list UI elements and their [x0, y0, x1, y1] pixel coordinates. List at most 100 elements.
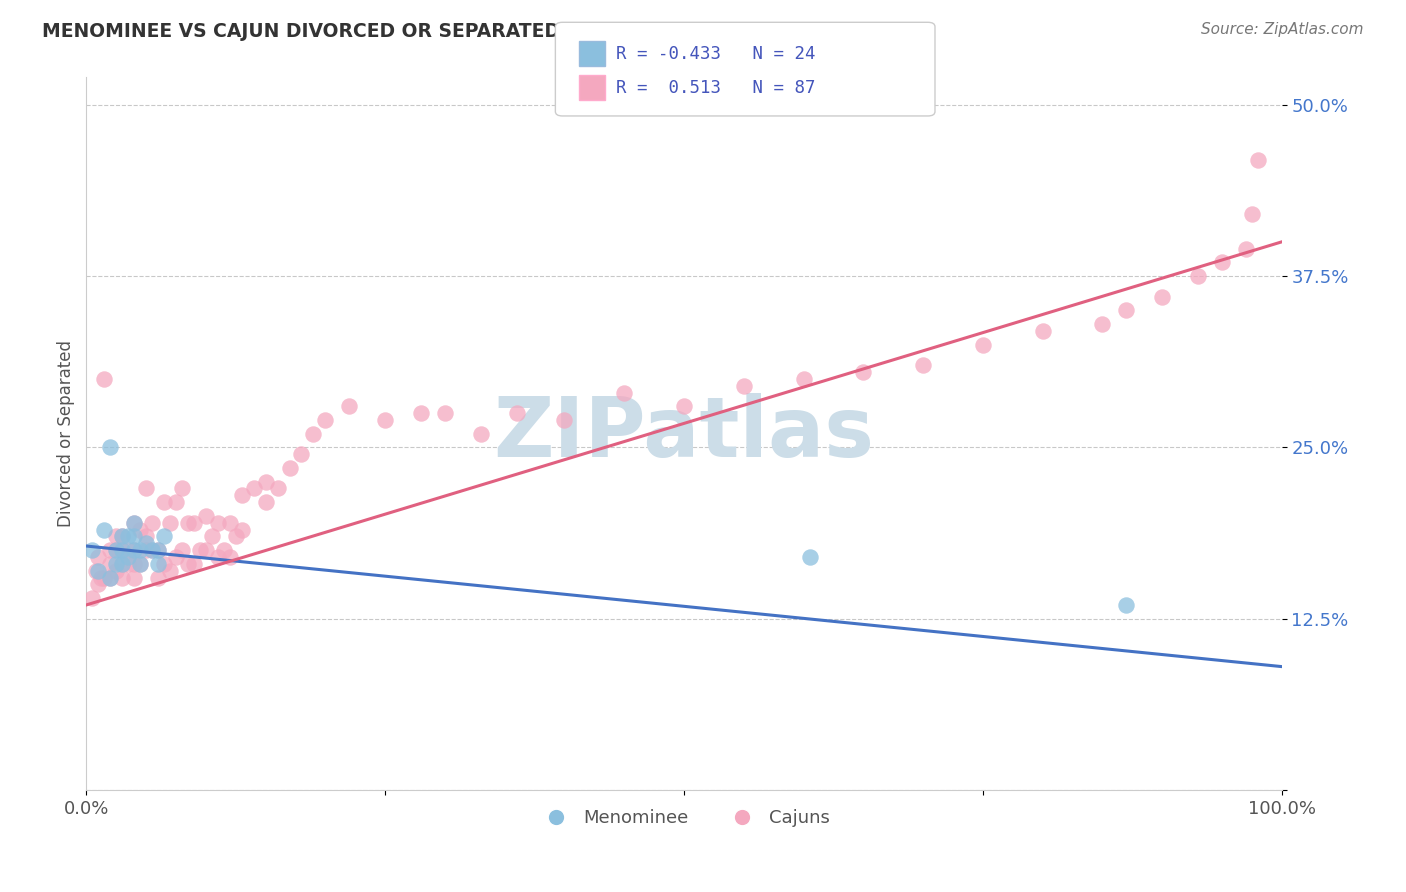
- Text: R =  0.513   N = 87: R = 0.513 N = 87: [616, 78, 815, 96]
- Point: [93, 570, 115, 584]
- Point: [111, 557, 134, 571]
- Point: [314, 413, 336, 427]
- Text: R = -0.433   N = 24: R = -0.433 N = 24: [616, 45, 815, 62]
- Point: [433, 406, 456, 420]
- Point: [146, 570, 169, 584]
- Point: [122, 543, 145, 558]
- Point: [207, 549, 229, 564]
- Point: [98, 570, 121, 584]
- Point: [135, 543, 157, 558]
- Point: [266, 482, 288, 496]
- Legend: Menominee, Cajuns: Menominee, Cajuns: [530, 802, 838, 834]
- Point: [122, 570, 145, 584]
- Point: [177, 516, 200, 530]
- Point: [218, 516, 240, 530]
- Point: [122, 529, 145, 543]
- Point: [98, 441, 121, 455]
- Point: [231, 488, 253, 502]
- Point: [146, 543, 169, 558]
- Point: [82, 543, 104, 558]
- Point: [159, 564, 181, 578]
- Point: [98, 570, 121, 584]
- Point: [1240, 207, 1263, 221]
- Point: [733, 378, 755, 392]
- Point: [117, 557, 139, 571]
- Point: [135, 529, 157, 543]
- Point: [117, 549, 139, 564]
- Point: [188, 543, 211, 558]
- Point: [1032, 324, 1054, 338]
- Point: [135, 536, 157, 550]
- Point: [177, 557, 200, 571]
- Point: [153, 495, 176, 509]
- Point: [170, 482, 193, 496]
- Point: [84, 564, 107, 578]
- Point: [117, 529, 139, 543]
- Point: [105, 543, 128, 558]
- Point: [409, 406, 432, 420]
- Point: [1234, 242, 1257, 256]
- Point: [302, 426, 325, 441]
- Point: [111, 557, 134, 571]
- Point: [231, 523, 253, 537]
- Point: [852, 365, 875, 379]
- Point: [122, 516, 145, 530]
- Point: [972, 337, 994, 351]
- Point: [111, 543, 134, 558]
- Text: Source: ZipAtlas.com: Source: ZipAtlas.com: [1201, 22, 1364, 37]
- Point: [242, 482, 264, 496]
- Point: [194, 508, 217, 523]
- Point: [1115, 303, 1137, 318]
- Point: [141, 543, 163, 558]
- Point: [135, 482, 157, 496]
- Point: [153, 557, 176, 571]
- Point: [912, 358, 935, 372]
- Point: [225, 529, 247, 543]
- Point: [212, 543, 235, 558]
- Point: [672, 399, 695, 413]
- Point: [374, 413, 396, 427]
- Point: [129, 523, 152, 537]
- Point: [141, 543, 163, 558]
- Point: [1152, 290, 1174, 304]
- Point: [1115, 598, 1137, 612]
- Point: [337, 399, 360, 413]
- Point: [87, 577, 110, 591]
- Point: [553, 413, 575, 427]
- Point: [470, 426, 492, 441]
- Y-axis label: Divorced or Separated: Divorced or Separated: [58, 340, 75, 527]
- Point: [90, 570, 112, 584]
- Point: [105, 543, 128, 558]
- Point: [153, 529, 176, 543]
- Point: [111, 543, 134, 558]
- Point: [254, 495, 277, 509]
- Point: [111, 529, 134, 543]
- Point: [278, 461, 301, 475]
- Point: [183, 516, 205, 530]
- Point: [122, 557, 145, 571]
- Point: [129, 557, 152, 571]
- Point: [1247, 153, 1270, 167]
- Point: [93, 372, 115, 386]
- Point: [98, 543, 121, 558]
- Point: [141, 516, 163, 530]
- Point: [1187, 269, 1209, 284]
- Point: [218, 549, 240, 564]
- Point: [146, 557, 169, 571]
- Point: [105, 529, 128, 543]
- Point: [93, 523, 115, 537]
- Text: ZIPatlas: ZIPatlas: [494, 393, 875, 475]
- Point: [505, 406, 527, 420]
- Point: [194, 543, 217, 558]
- Point: [146, 543, 169, 558]
- Point: [111, 570, 134, 584]
- Point: [129, 557, 152, 571]
- Point: [87, 549, 110, 564]
- Point: [105, 557, 128, 571]
- Point: [159, 516, 181, 530]
- Point: [1211, 255, 1233, 269]
- Point: [799, 549, 821, 564]
- Point: [793, 372, 815, 386]
- Point: [129, 543, 152, 558]
- Point: [82, 591, 104, 606]
